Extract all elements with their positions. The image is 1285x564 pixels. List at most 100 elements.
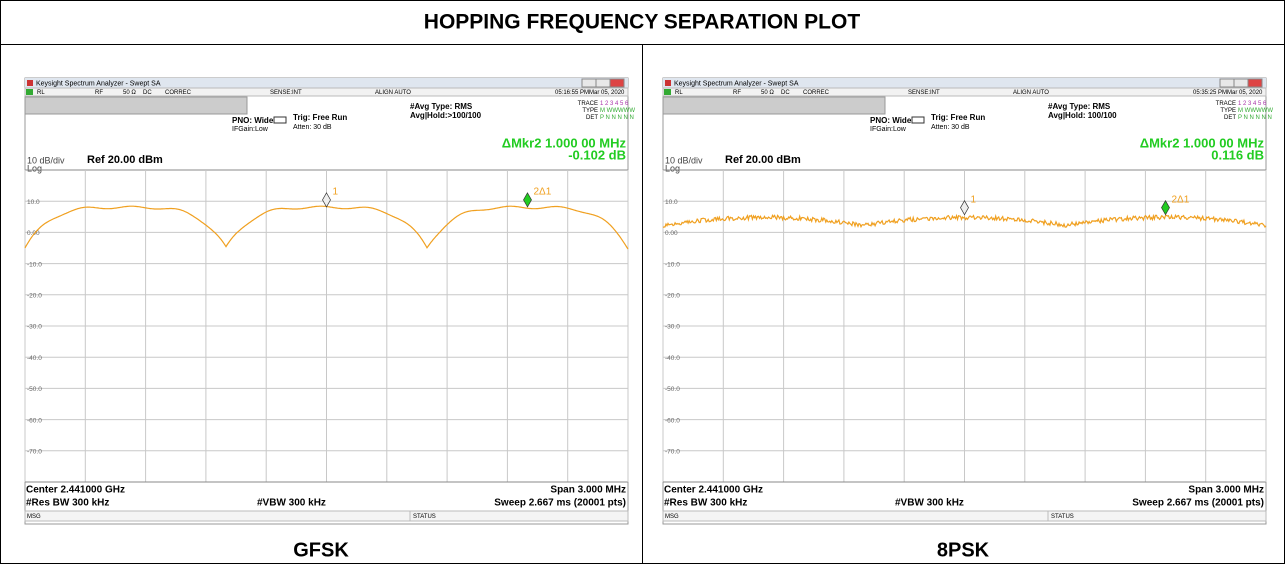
y-tick-label: 10.0 bbox=[27, 199, 40, 206]
window-titlebar bbox=[663, 78, 1266, 88]
status-item: 05:35:25 PMMar 05, 2020 bbox=[1193, 90, 1263, 96]
msg: MSG bbox=[665, 514, 679, 520]
y-tick-label: -40.0 bbox=[27, 355, 42, 362]
msg: MSG bbox=[27, 514, 41, 520]
panel-caption: 8PSK bbox=[937, 539, 990, 561]
trace-info-label: TYPE bbox=[1220, 108, 1236, 114]
y-tick-label: -40.0 bbox=[665, 355, 680, 362]
input-box bbox=[24, 96, 248, 115]
pno: PNO: Wide bbox=[870, 116, 912, 125]
y-tick-label: -60.0 bbox=[665, 417, 680, 424]
y-tick-label: 0.00 bbox=[665, 230, 678, 237]
msg-bar bbox=[662, 510, 1267, 522]
vbw: #VBW 300 kHz bbox=[257, 498, 326, 509]
status-label: STATUS bbox=[1051, 514, 1074, 520]
marker-diamond bbox=[523, 192, 532, 208]
ref-level: Ref 20.00 dBm bbox=[725, 154, 801, 166]
window-title: Keysight Spectrum Analyzer - Swept SA bbox=[674, 80, 799, 87]
marker-diamond bbox=[322, 192, 331, 208]
trig: Trig: Free Run bbox=[931, 113, 985, 122]
y-tick-label: -30.0 bbox=[27, 324, 42, 331]
log-label: Log bbox=[27, 163, 42, 173]
span: Span 3.000 MHz bbox=[1188, 485, 1264, 496]
marker-value: -0.102 dB bbox=[568, 147, 626, 162]
msg-bar bbox=[24, 510, 629, 522]
window-button bbox=[1219, 78, 1235, 88]
status-item: ALIGN AUTO bbox=[375, 90, 411, 96]
span: Span 3.000 MHz bbox=[550, 485, 626, 496]
trace-info-values: M WWWWW bbox=[1238, 108, 1273, 114]
trace-info-label: TYPE bbox=[582, 108, 598, 114]
trace-info-label: TRACE bbox=[1216, 101, 1236, 107]
res-bw: #Res BW 300 kHz bbox=[26, 498, 109, 509]
status-item: ALIGN AUTO bbox=[1013, 90, 1049, 96]
avg-hold: Avg|Hold: 100/100 bbox=[1048, 111, 1117, 120]
input-box bbox=[662, 96, 886, 115]
window-button bbox=[1233, 78, 1249, 88]
trace-info-values: M WWWWW bbox=[600, 108, 635, 114]
status-item: CORREC bbox=[165, 90, 192, 96]
trig-icon bbox=[273, 116, 287, 124]
status-item: SENSE:INT bbox=[270, 90, 302, 96]
y-tick-label: -70.0 bbox=[27, 449, 42, 456]
atten: Atten: 30 dB bbox=[293, 124, 332, 131]
marker-readout: ΔMkr2 1.000 00 MHz bbox=[1140, 135, 1265, 150]
trace-info-label: DET bbox=[586, 115, 598, 121]
sweep: Sweep 2.667 ms (20001 pts) bbox=[494, 498, 626, 509]
window-button bbox=[581, 78, 597, 88]
app-icon bbox=[27, 80, 33, 86]
trig: Trig: Free Run bbox=[293, 113, 347, 122]
trace-info-values: 1 2 3 4 5 6 bbox=[600, 101, 629, 107]
marker-diamond bbox=[960, 199, 969, 216]
y-tick-label: -70.0 bbox=[665, 449, 680, 456]
status-item: RF bbox=[95, 90, 103, 96]
y-tick-label: -60.0 bbox=[27, 417, 42, 424]
trace-info-label: TRACE bbox=[578, 101, 598, 107]
report-title: HOPPING FREQUENCY SEPARATION PLOT bbox=[424, 11, 861, 34]
status-bar bbox=[24, 87, 629, 97]
marker-label: 1 bbox=[333, 187, 339, 198]
status-item: 50 Ω bbox=[123, 90, 136, 96]
scale: 10 dB/div bbox=[665, 155, 703, 165]
y-tick-label: -50.0 bbox=[665, 386, 680, 393]
status-item: RL bbox=[37, 90, 45, 96]
trig-icon bbox=[911, 116, 925, 124]
window-button bbox=[609, 78, 625, 88]
window-button bbox=[1247, 78, 1263, 88]
avg-type: #Avg Type: RMS bbox=[410, 102, 473, 111]
app-icon bbox=[665, 80, 671, 86]
marker-label: 2Δ1 bbox=[534, 187, 552, 198]
marker-value: 0.116 dB bbox=[1211, 147, 1264, 162]
status-item: RL bbox=[675, 90, 683, 96]
marker-label: 2Δ1 bbox=[1172, 194, 1190, 205]
y-tick-label: -10.0 bbox=[665, 261, 680, 268]
status-item: DC bbox=[143, 90, 152, 96]
trace-info-values: 1 2 3 4 5 6 bbox=[1238, 101, 1267, 107]
status-item: DC bbox=[781, 90, 790, 96]
status-icon bbox=[26, 89, 33, 95]
avg-hold: Avg|Hold:>100/100 bbox=[410, 111, 482, 120]
center-freq: Center 2.441000 GHz bbox=[26, 485, 125, 496]
status-label: STATUS bbox=[413, 514, 436, 520]
ifgain: IFGain:Low bbox=[870, 126, 907, 133]
marker-diamond bbox=[1161, 199, 1170, 216]
y-tick-label: -50.0 bbox=[27, 386, 42, 393]
trace bbox=[662, 213, 1267, 229]
sweep: Sweep 2.667 ms (20001 pts) bbox=[1132, 498, 1264, 509]
window-titlebar bbox=[25, 78, 628, 88]
center-freq: Center 2.441000 GHz bbox=[664, 485, 763, 496]
window-title: Keysight Spectrum Analyzer - Swept SA bbox=[36, 80, 161, 87]
y-tick-label: -20.0 bbox=[665, 293, 680, 300]
res-bw: #Res BW 300 kHz bbox=[664, 498, 747, 509]
y-tick-label: 0.00 bbox=[27, 230, 40, 237]
analyzer-screenshot: Keysight Spectrum Analyzer - Swept SA RL R… bbox=[662, 77, 1273, 525]
y-tick-label: 10.0 bbox=[665, 199, 678, 206]
ifgain: IFGain:Low bbox=[232, 126, 269, 133]
log-label: Log bbox=[665, 163, 680, 173]
status-item: 05:16:55 PMMar 05, 2020 bbox=[555, 90, 625, 96]
marker-readout: ΔMkr2 1.000 00 MHz bbox=[502, 135, 627, 150]
marker-label: 1 bbox=[971, 194, 977, 205]
trace-info-label: DET bbox=[1224, 115, 1236, 121]
atten: Atten: 30 dB bbox=[931, 124, 970, 131]
